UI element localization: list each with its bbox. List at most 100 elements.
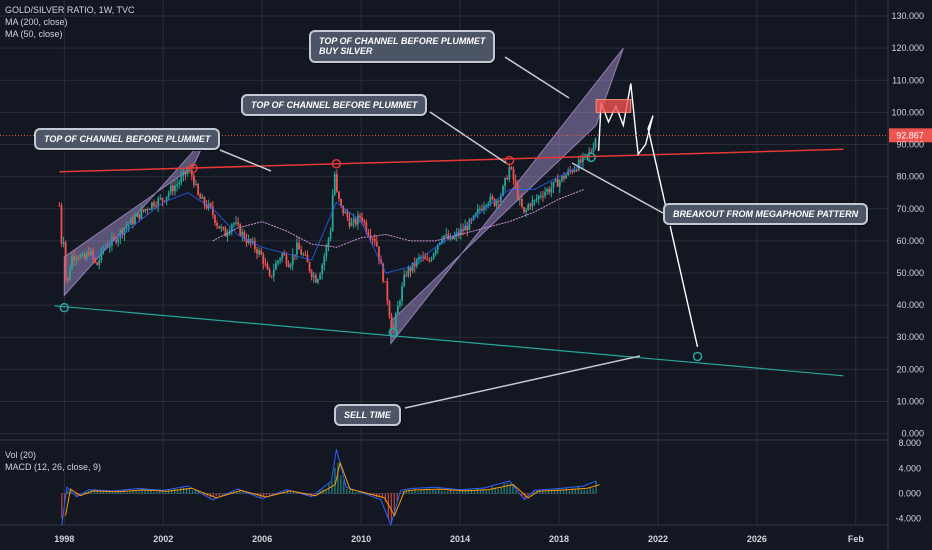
- candle-body: [235, 222, 237, 224]
- candle-body: [100, 249, 103, 261]
- candle-body: [516, 184, 519, 200]
- candle-body: [157, 198, 160, 207]
- price-candles: [58, 137, 597, 334]
- candle-body: [319, 274, 321, 280]
- candle-body: [73, 256, 75, 260]
- candle-body: [390, 316, 393, 328]
- x-tick-label: 2002: [153, 534, 173, 544]
- candle-body: [220, 227, 223, 229]
- candle-body: [455, 232, 458, 236]
- candle-body: [434, 249, 437, 254]
- candle-body: [283, 253, 286, 256]
- candle-body: [367, 232, 370, 236]
- candle-body: [533, 200, 536, 202]
- candle-body: [83, 254, 86, 259]
- callout-line-1: TOP OF CHANNEL BEFORE PLUMMET: [319, 36, 486, 46]
- channel-1: [63, 134, 209, 297]
- candle-body: [380, 259, 382, 264]
- candle-body: [447, 234, 450, 240]
- candle-body: [81, 254, 84, 256]
- candle-body: [325, 246, 328, 257]
- candle-body: [405, 274, 408, 276]
- candle-body: [441, 239, 443, 243]
- candle-body: [60, 205, 63, 244]
- candle-body: [470, 219, 473, 221]
- candle-body: [226, 233, 229, 237]
- candle-body: [224, 228, 227, 237]
- candle-body: [243, 232, 246, 240]
- candle-body: [361, 217, 364, 221]
- candle-body: [401, 286, 403, 302]
- candle-body: [363, 220, 366, 223]
- candle-body: [523, 207, 525, 212]
- candle-body: [474, 213, 477, 216]
- candle-body: [289, 264, 292, 268]
- pivot-circle: [388, 327, 399, 338]
- candle-body: [321, 265, 324, 275]
- candle-body: [300, 249, 303, 255]
- x-tick-label: 2014: [450, 534, 470, 544]
- pivot-circle: [331, 159, 342, 169]
- candle-body: [197, 183, 200, 195]
- candle-body: [378, 246, 380, 260]
- x-tick-label: 2026: [747, 534, 767, 544]
- candle-body: [230, 224, 233, 232]
- candle-body: [466, 225, 469, 230]
- ma200-legend: MA (200, close): [5, 17, 68, 27]
- candle-body: [85, 252, 88, 259]
- candle-body: [262, 254, 265, 264]
- x-tick-label: Feb: [848, 534, 865, 544]
- candle-body: [439, 242, 441, 245]
- candle-body: [428, 260, 431, 262]
- candle-body: [58, 205, 61, 207]
- candle-body: [331, 194, 334, 232]
- candle-body: [239, 224, 242, 236]
- candle-body: [499, 195, 502, 202]
- candle-body: [140, 209, 143, 219]
- candle-body: [216, 222, 218, 226]
- candle-body: [357, 215, 359, 225]
- callout-top-of-channel-1[interactable]: TOP OF CHANNEL BEFORE PLUMMET: [34, 128, 221, 151]
- axes: 92.867 130.000 120.000 110.000 100.000 90.000…: [0, 11, 932, 544]
- candle-body: [577, 159, 580, 171]
- candle-body: [77, 257, 80, 259]
- ma50-legend: MA (50, close): [5, 29, 63, 39]
- callout-leader: [404, 355, 641, 409]
- candle-body: [518, 199, 521, 201]
- candle-body: [563, 175, 565, 179]
- callout-breakout[interactable]: BREAKOUT FROM MEGAPHONE PATTERN: [663, 203, 869, 226]
- candle-body: [293, 254, 296, 256]
- candle-body: [314, 275, 317, 283]
- candle-body: [108, 245, 111, 248]
- candle-body: [291, 254, 294, 265]
- candle-body: [396, 305, 399, 314]
- candle-body: [285, 255, 288, 265]
- candle-body: [119, 230, 122, 238]
- callout-top-of-channel-2[interactable]: TOP OF CHANNEL BEFORE PLUMMET: [241, 94, 428, 117]
- candle-body: [201, 197, 204, 199]
- callout-sell-time[interactable]: SELL TIME: [334, 404, 401, 427]
- callout-top-of-channel-buy-silver[interactable]: TOP OF CHANNEL BEFORE PLUMMET BUY SILVER: [309, 30, 496, 63]
- price-channels: [63, 47, 624, 346]
- candle-body: [335, 173, 338, 192]
- candle-body: [348, 217, 351, 227]
- candle-body: [150, 202, 153, 209]
- candle-body: [247, 239, 250, 244]
- candle-body: [127, 224, 130, 227]
- candle-body: [66, 277, 69, 281]
- candle-body: [117, 237, 120, 243]
- candle-body: [491, 196, 494, 199]
- candle-body: [144, 209, 147, 211]
- candle-body: [134, 217, 136, 224]
- y-tick-label: 40.000: [896, 300, 924, 310]
- candle-body: [451, 236, 454, 240]
- candle-body: [581, 155, 584, 163]
- candle-body: [272, 269, 275, 277]
- y-tick-label: 130.000: [891, 11, 924, 21]
- candle-body: [211, 206, 214, 216]
- candle-body: [399, 301, 401, 306]
- symbol-title: GOLD/SILVER RATIO, 1W, TVC: [5, 5, 135, 15]
- candle-body: [304, 254, 307, 256]
- candle-body: [155, 205, 157, 207]
